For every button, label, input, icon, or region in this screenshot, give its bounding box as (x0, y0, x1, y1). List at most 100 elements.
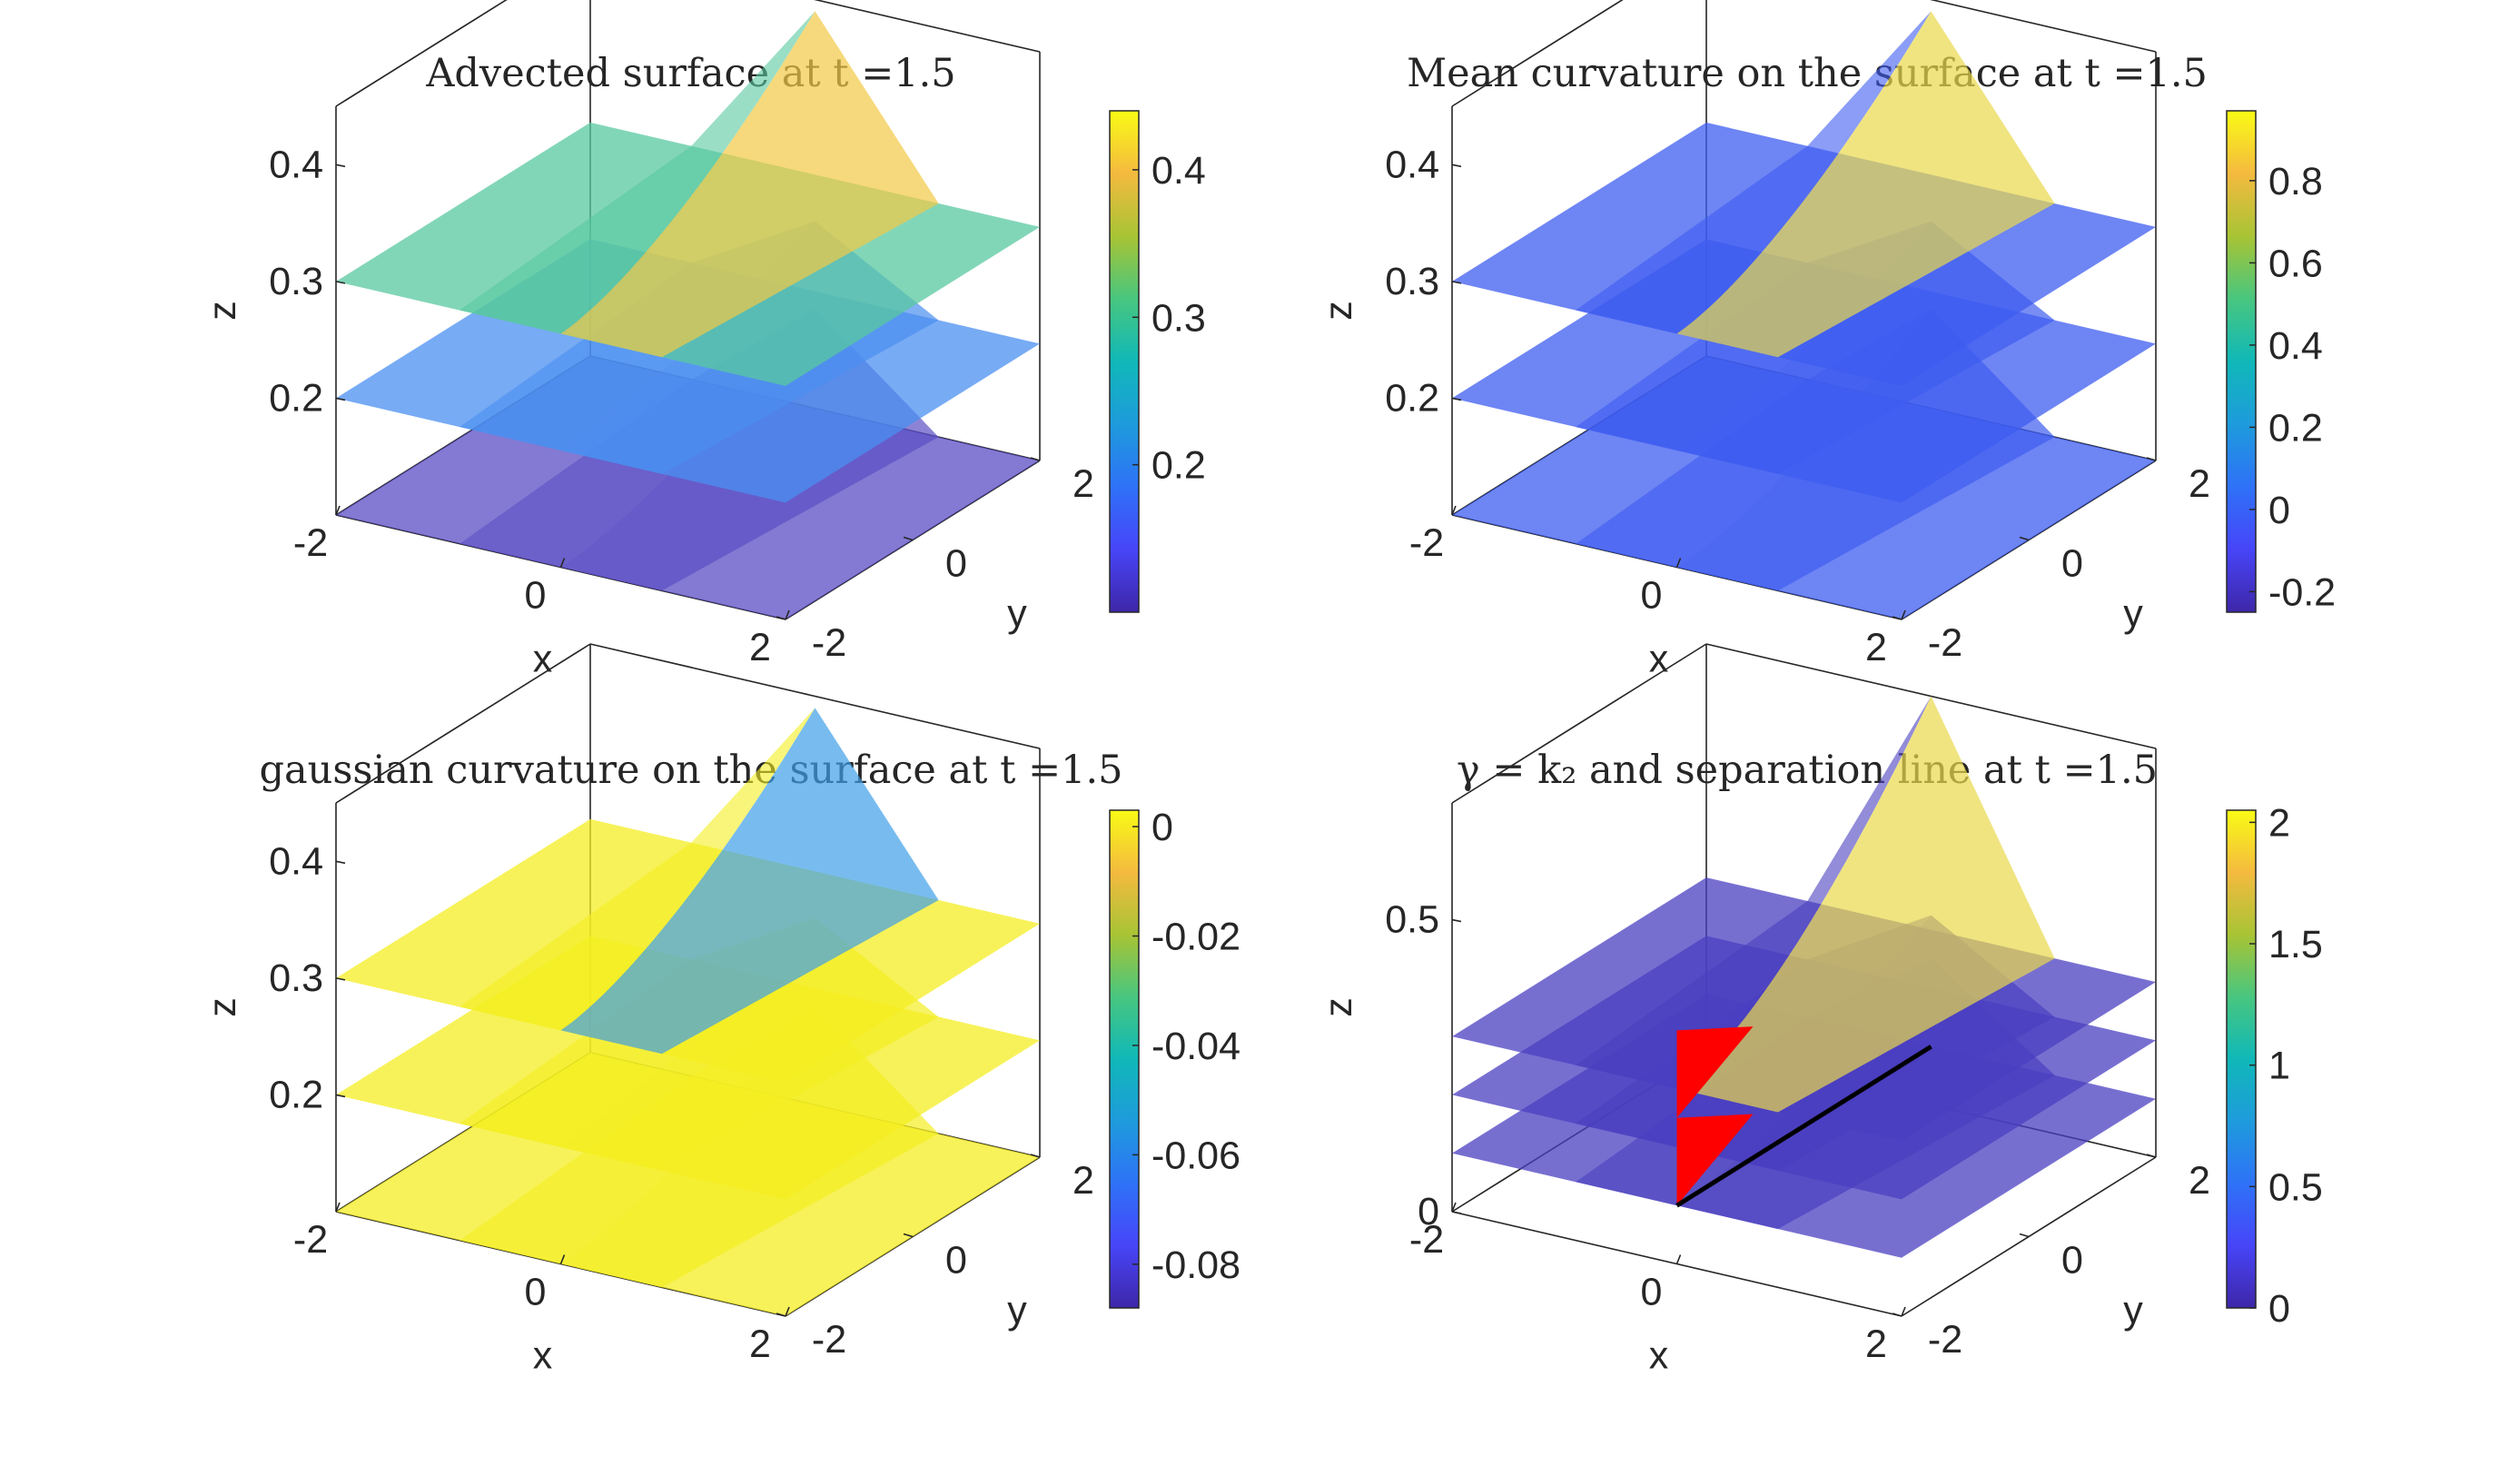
y-tick-mark (1892, 1312, 1902, 1317)
surface-plot (336, 708, 1040, 1316)
axis-edge (589, 643, 1041, 749)
colorbar: 0.2 0.3 0.4 (1109, 110, 1206, 613)
y-tick-mark (2146, 457, 2157, 461)
z-tick-mark (335, 860, 346, 865)
y-tick-mark (776, 1312, 786, 1317)
colorbar: -0.2 0 0.2 0.4 0.6 0.8 (2226, 110, 2336, 614)
y-tick-mark (776, 616, 786, 620)
y-axis-label: y (2123, 1289, 2143, 1332)
y-tick-mark (2019, 1233, 2030, 1238)
axis-edge (814, 0, 1041, 53)
z-tick-mark (335, 281, 346, 284)
colorbar-tick-label: 0.2 (2268, 406, 2323, 450)
z-tick-label: 0.4 (269, 839, 323, 883)
z-tick-mark (1451, 918, 1462, 923)
y-tick-mark (1030, 457, 1041, 461)
z-tick-label: 0 (1418, 1190, 1439, 1233)
y-tick-mark (2146, 1154, 2157, 1158)
z-axis-label: z (1317, 997, 1360, 1017)
ridge-face-left (460, 11, 815, 334)
y-tick-mark (1030, 1154, 1041, 1158)
axis-edge (335, 0, 508, 107)
subplot-title: Mean curvature on the surface at t =1.5 (1407, 51, 2208, 96)
colorbar-tick-label: 0.4 (1151, 149, 1206, 193)
y-tick-mark (2019, 536, 2030, 541)
colorbar-tick-label: -0.04 (1151, 1025, 1240, 1068)
x-tick-label: 0 (525, 574, 547, 618)
x-tick-mark (559, 1254, 566, 1264)
x-tick-mark (1451, 505, 1457, 516)
z-axis-label: z (1317, 301, 1360, 321)
colorbar-tick-label: 2 (2268, 801, 2290, 845)
colorbar-tick-label: 1 (2268, 1045, 2290, 1088)
y-tick-label: 2 (1072, 462, 1094, 506)
axis-edge (1451, 0, 1624, 107)
z-tick-mark (335, 1094, 346, 1098)
axis-edge (1930, 0, 2157, 53)
subplot-gaussian-curvature: gaussian curvature on the surface at t =… (201, 643, 1240, 1378)
z-tick-mark (335, 397, 346, 401)
axis-edge (335, 643, 591, 804)
x-tick-label: 2 (1865, 1322, 1887, 1366)
z-tick-mark (1451, 1211, 1462, 1214)
x-tick-mark (1675, 1254, 1682, 1264)
x-tick-mark (1675, 558, 1682, 568)
subplot-mean-curvature: Mean curvature on the surface at t =1.5 … (1317, 0, 2336, 681)
separation-marker (1676, 1114, 1754, 1206)
x-tick-label: 2 (749, 626, 771, 669)
y-tick-mark (903, 1233, 914, 1238)
colorbar: 0 0.5 1 1.5 2 (2226, 801, 2323, 1331)
z-axis-label: z (201, 997, 244, 1017)
axis-edge (1451, 643, 1707, 804)
surface-plot (336, 11, 1040, 619)
colorbar-tick-label: 0 (2268, 1287, 2290, 1331)
z-tick-label: 0.2 (1385, 376, 1439, 420)
z-tick-mark (1451, 281, 1462, 284)
subplot-gamma-k2: γ = k₂ and separation line at t =1.5 -20… (1317, 643, 2323, 1378)
y-tick-label: -2 (812, 621, 846, 665)
ridge-face-right (560, 11, 939, 358)
z-tick-label: 0.4 (1385, 143, 1439, 186)
colorbar-gradient (2226, 809, 2257, 1309)
z-tick-mark (335, 163, 346, 168)
x-tick-label: 0 (525, 1271, 547, 1314)
x-tick-label: 0 (1641, 574, 1663, 618)
subplot-title: γ = k₂ and separation line at t =1.5 (1457, 748, 2158, 793)
colorbar-gradient (1109, 110, 1140, 613)
z-tick-mark (335, 977, 346, 981)
y-tick-label: 0 (945, 1239, 967, 1283)
colorbar-tick-label: -0.08 (1151, 1243, 1240, 1287)
colorbar-gradient (1109, 809, 1140, 1309)
ridge-face-left (1576, 696, 1932, 1089)
colorbar-tick-label: 0 (1151, 806, 1173, 849)
z-tick-mark (1451, 397, 1462, 401)
x-tick-label: -2 (1409, 521, 1444, 565)
colorbar-tick-label: -0.06 (1151, 1134, 1240, 1177)
ridge-face-right (560, 708, 939, 1055)
surface-plot (1452, 11, 2156, 619)
colorbar-tick-label: -0.2 (2268, 570, 2336, 614)
y-tick-label: -2 (1928, 621, 1962, 665)
x-tick-label: 2 (1865, 626, 1887, 669)
x-tick-mark (785, 609, 790, 620)
z-tick-label: 0.3 (1385, 260, 1439, 303)
y-tick-mark (1892, 616, 1902, 620)
colorbar-tick-label: 0.6 (2268, 242, 2323, 285)
colorbar-tick-label: 0.8 (2268, 160, 2323, 203)
x-tick-label: -2 (293, 1218, 328, 1262)
x-tick-label: 0 (1641, 1271, 1663, 1314)
y-tick-label: 0 (2061, 542, 2083, 586)
z-axis-label: z (201, 301, 244, 321)
x-tick-mark (1901, 609, 1906, 620)
colorbar: -0.08 -0.06 -0.04 -0.02 0 (1109, 806, 1240, 1309)
y-tick-label: 2 (2189, 1159, 2210, 1203)
y-tick-label: 2 (2189, 462, 2210, 506)
x-tick-mark (785, 1306, 790, 1317)
z-tick-label: 0.3 (269, 260, 323, 303)
x-tick-label: 2 (749, 1322, 771, 1366)
z-tick-label: 0.4 (269, 143, 323, 186)
colorbar-tick-label: 0.2 (1151, 444, 1206, 488)
x-axis-label: x (533, 1334, 553, 1378)
